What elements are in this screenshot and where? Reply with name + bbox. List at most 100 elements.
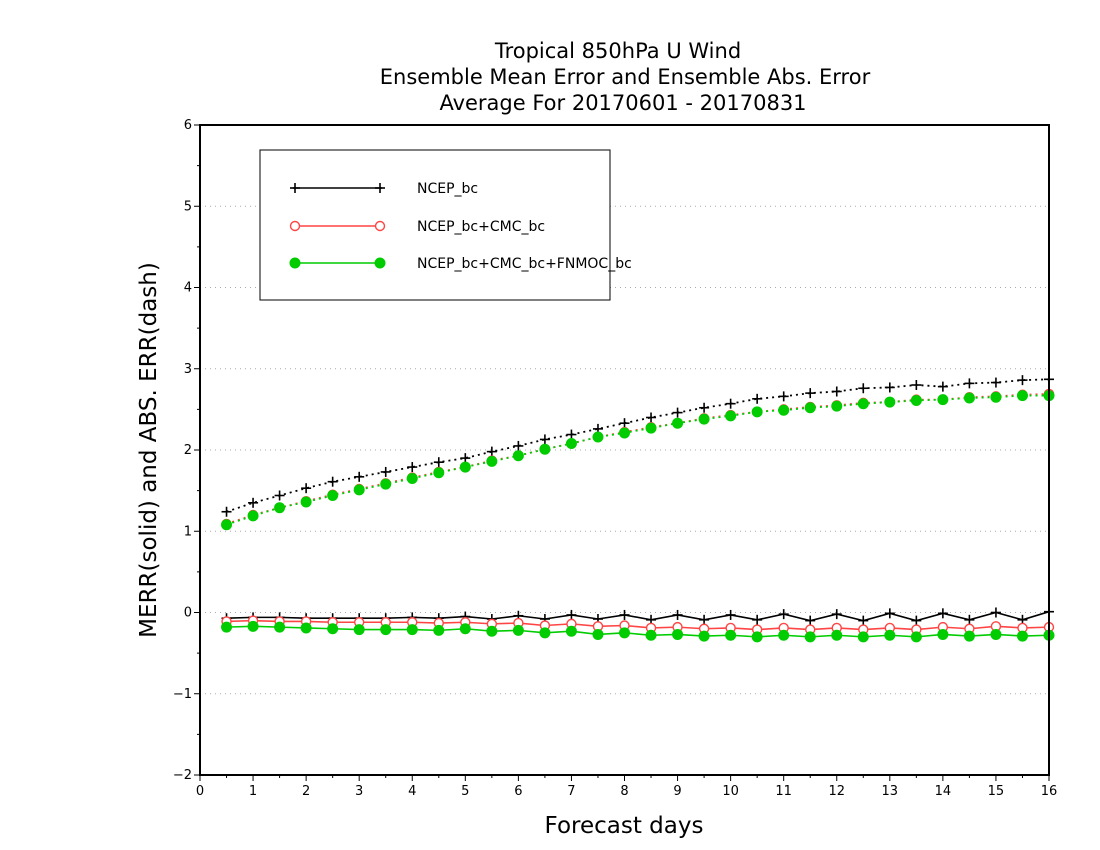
abs-err-point [910,394,922,406]
legend-label: NCEP_bc [417,181,478,197]
abs-err-point [699,402,710,413]
abs-err-point [459,461,471,473]
merr-point [831,629,843,641]
merr-point [964,614,975,625]
merr-line [226,610,1050,622]
abs-err-point [751,406,763,418]
merr-point [406,624,418,636]
abs-err-point [858,383,869,394]
abs-err-point [937,381,948,392]
abs-err-point [937,394,949,406]
title-line-1: Tropical 850hPa U Wind [494,39,741,63]
abs-err-point [274,490,285,501]
merr-point [380,624,392,636]
merr-point [751,631,763,643]
y-tick-label: 4 [184,281,192,296]
abs-err-point [354,471,365,482]
x-tick-label: 7 [567,784,575,799]
abs-err-point [619,418,630,429]
y-tick-label: −2 [173,768,192,783]
merr-point [327,623,339,635]
abs-err-point [645,422,657,434]
abs-err-point [778,404,790,416]
merr-point [990,628,1002,640]
chart-title: Tropical 850hPa U Wind Ensemble Mean Err… [380,39,871,115]
x-tick-label: 4 [408,784,416,799]
abs-err-point [884,396,896,408]
abs-err-point [380,466,391,477]
abs-err-point [221,519,233,531]
merr-point [274,621,286,633]
abs-err-point [725,410,737,422]
legend-marker [374,220,386,232]
abs-err-point [831,386,842,397]
merr-point [300,622,312,634]
x-tick-label: 11 [775,784,792,799]
abs-err-point [327,490,339,501]
merr-point [512,624,524,636]
x-axis-label: Forecast days [545,813,704,839]
abs-err-point [301,483,312,494]
merr-line [226,625,1050,638]
x-tick-label: 6 [514,784,522,799]
merr-point [565,625,577,637]
merr-point [672,609,683,620]
abs-err-point [857,398,869,410]
merr-line [226,619,1050,631]
legend-box [259,149,611,301]
abs-err-point [831,400,843,412]
merr-point [937,608,948,619]
x-tick-label: 15 [988,784,1005,799]
abs-err-point [725,398,736,409]
abs-err-point [672,407,683,418]
legend-entry: NCEP_bc+CMC_bc [289,219,545,235]
abs-err-point [884,382,895,393]
x-tick-label: 10 [722,784,739,799]
merr-point [1016,630,1028,642]
abs-err-point [990,377,1001,388]
merr-point [804,631,816,643]
x-tick-label: 12 [828,784,845,799]
x-tick-label: 5 [461,784,469,799]
abs-err-point [964,378,975,389]
merr-point [884,629,896,641]
legend-entry: NCEP_bc [290,181,478,197]
abs-err-point [247,510,259,522]
abs-err-point [1017,375,1028,386]
y-tick-label: 3 [184,362,192,377]
abs-err-line [226,394,1049,526]
abs-err-point [353,484,365,496]
series-0 [221,374,1054,626]
merr-point [486,625,498,637]
abs-err-point [1016,390,1028,402]
merr-point [353,624,365,636]
merr-point [592,628,604,640]
abs-err-point [565,438,577,449]
abs-err-point [592,431,604,443]
abs-err-point [433,467,445,479]
merr-point [990,607,1001,618]
abs-err-point [327,476,338,487]
abs-err-point [539,434,550,445]
merr-point [459,623,471,635]
abs-err-point [248,497,259,508]
y-tick-label: 6 [184,118,192,133]
merr-point [619,609,630,620]
merr-point [645,629,657,641]
abs-err-point [539,443,551,455]
abs-err-point [380,478,392,490]
merr-point [619,627,630,639]
merr-point [247,620,259,632]
abs-err-point [646,412,657,423]
title-line-2: Ensemble Mean Error and Ensemble Abs. Er… [380,65,871,89]
y-tick-label: 5 [184,199,192,214]
abs-err-point [566,429,577,440]
title-line-3: Average For 20170601 - 20170831 [439,91,806,115]
y-tick-label: 1 [184,524,192,539]
abs-err-point [619,427,630,439]
x-tick-label: 14 [935,784,952,799]
legend-marker [375,183,385,193]
abs-err-point [407,462,418,473]
merr-point [698,630,710,642]
x-tick-label: 8 [620,784,628,799]
